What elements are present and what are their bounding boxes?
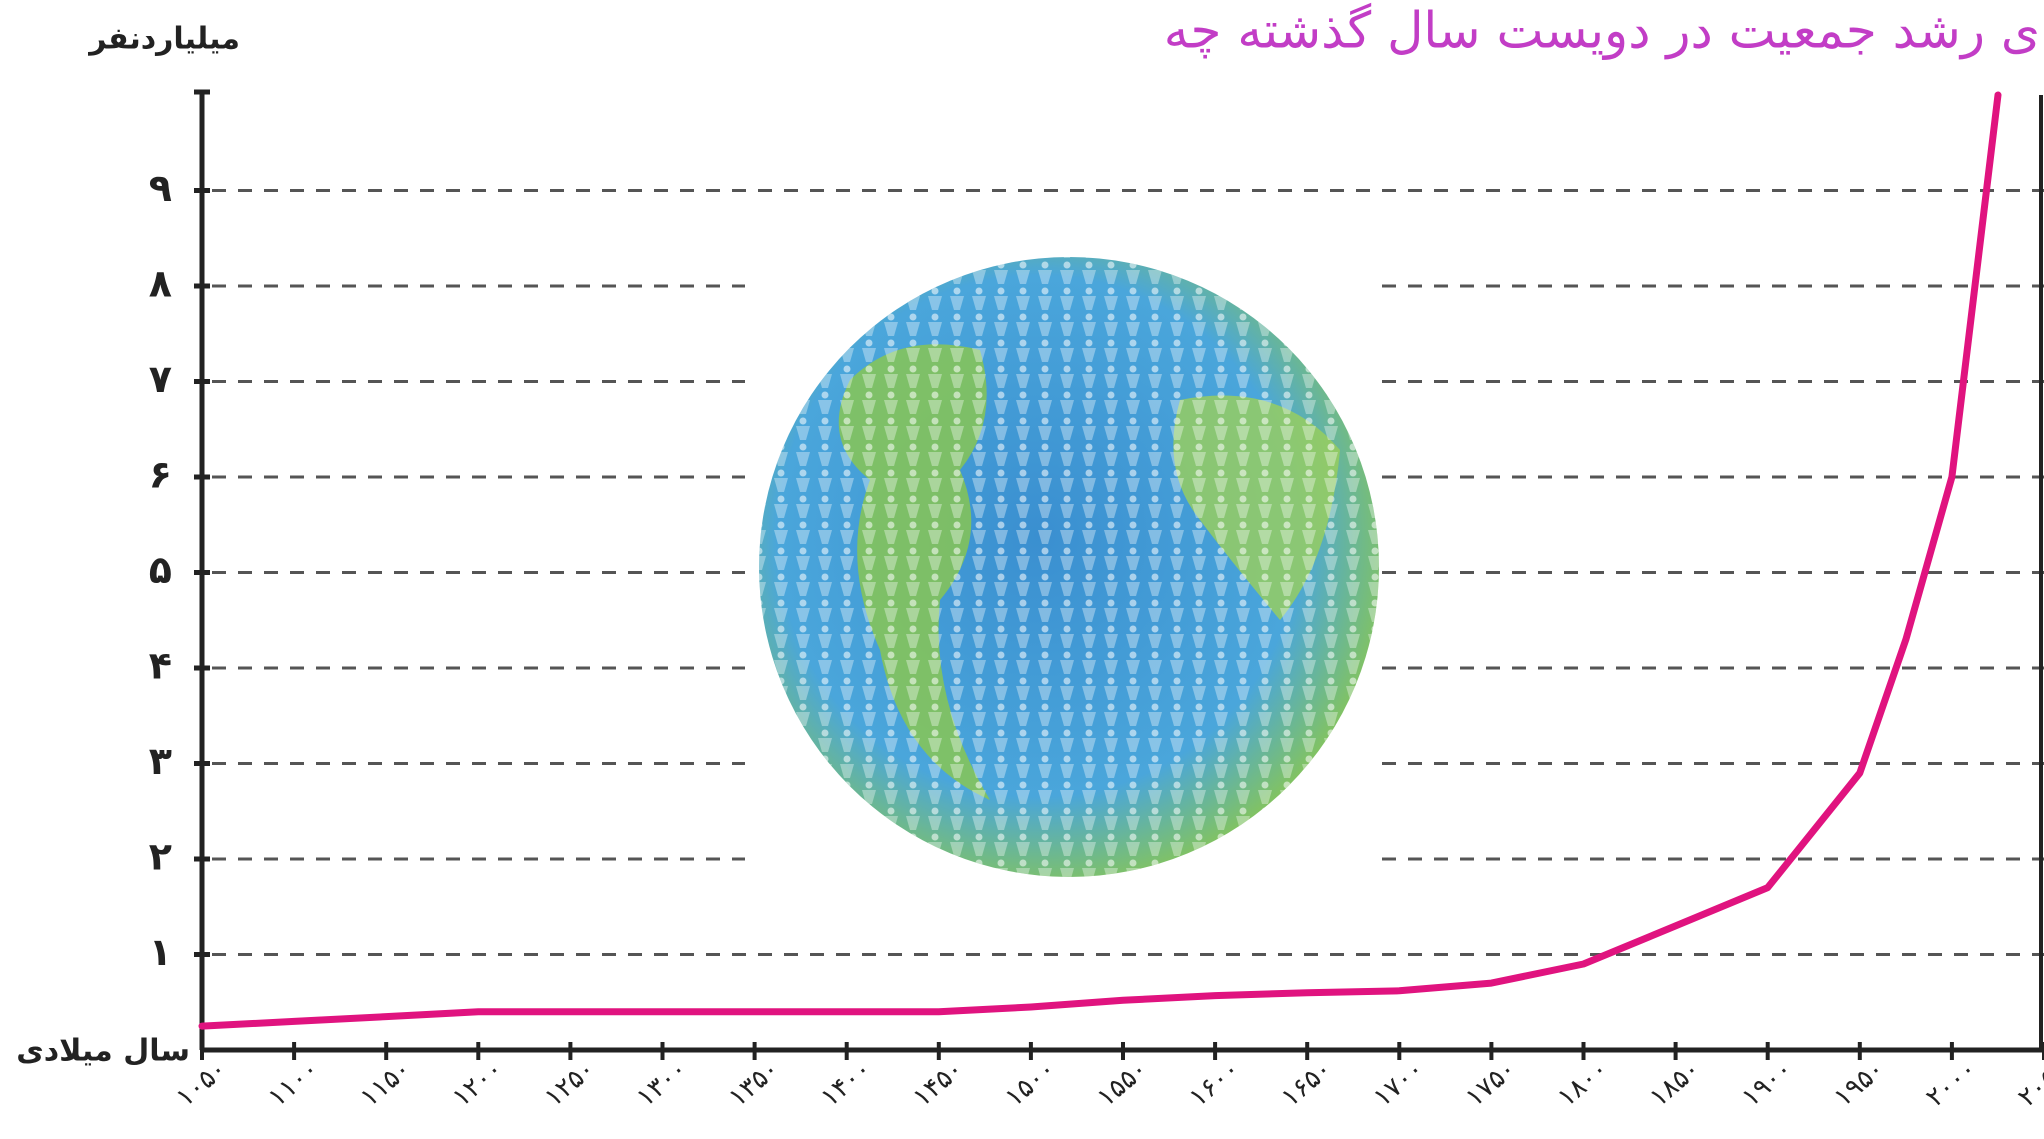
y-tick-label: ۱ [149,930,172,974]
x-tick-label: ۱۴۰۰ [815,1054,877,1113]
x-tick-label: ۱۳۰۰ [631,1054,693,1113]
x-tick-label: ۱۵۵۰ [1092,1054,1154,1113]
x-tick-label: ۱۲۵۰ [539,1054,601,1113]
x-tick-label: ۱۹۰۰ [1736,1054,1798,1113]
x-tick-label: ۱۱۰۰ [263,1054,325,1113]
x-tick-label: ۱۶۰۰ [1184,1054,1246,1113]
x-tick-label: ۱۳۵۰ [723,1054,785,1113]
globe [745,240,1379,880]
y-tick-label: ۸ [149,262,172,306]
y-tick-label: ۷ [149,357,172,401]
y-tick-label: ۹ [149,166,172,210]
y-tick-label: ۳ [149,739,172,783]
y-tick-label: ۶ [149,453,172,497]
x-tick-label: ۱۷۰۰ [1368,1054,1430,1113]
x-tick-label: ۱۹۵۰ [1828,1054,1890,1113]
y-tick-label: ۵ [149,548,172,592]
x-tick-label: ۲۰۰۰ [1921,1054,1983,1113]
chart: ی رشد جمعیت در دویست سال گذشته چه میلیار… [0,0,2044,1139]
x-axis-label: سال میلادی [16,1034,190,1069]
y-tick-label: ۴ [149,644,172,688]
x-tick-label: ۱۸۵۰ [1644,1054,1706,1113]
x-tick-label: ۲۰۵۰ [2013,1054,2044,1113]
x-tick-label: ۱۵۰۰ [1000,1054,1062,1113]
chart-title: ی رشد جمعیت در دویست سال گذشته چه [1164,2,2040,61]
globe-people [759,257,1379,877]
x-tick-label: ۱۶۵۰ [1276,1054,1338,1113]
y-tick-label: ۲ [149,835,172,879]
x-tick-label: ۱۸۰۰ [1552,1054,1614,1113]
x-tick-label: ۱۱۵۰ [355,1054,417,1113]
y-axis-label: میلیاردنفر [87,22,240,57]
x-tick-label: ۱۲۰۰ [447,1054,509,1113]
x-tick-label: ۱۷۵۰ [1460,1054,1522,1113]
x-tick-label: ۱۴۵۰ [907,1054,969,1113]
